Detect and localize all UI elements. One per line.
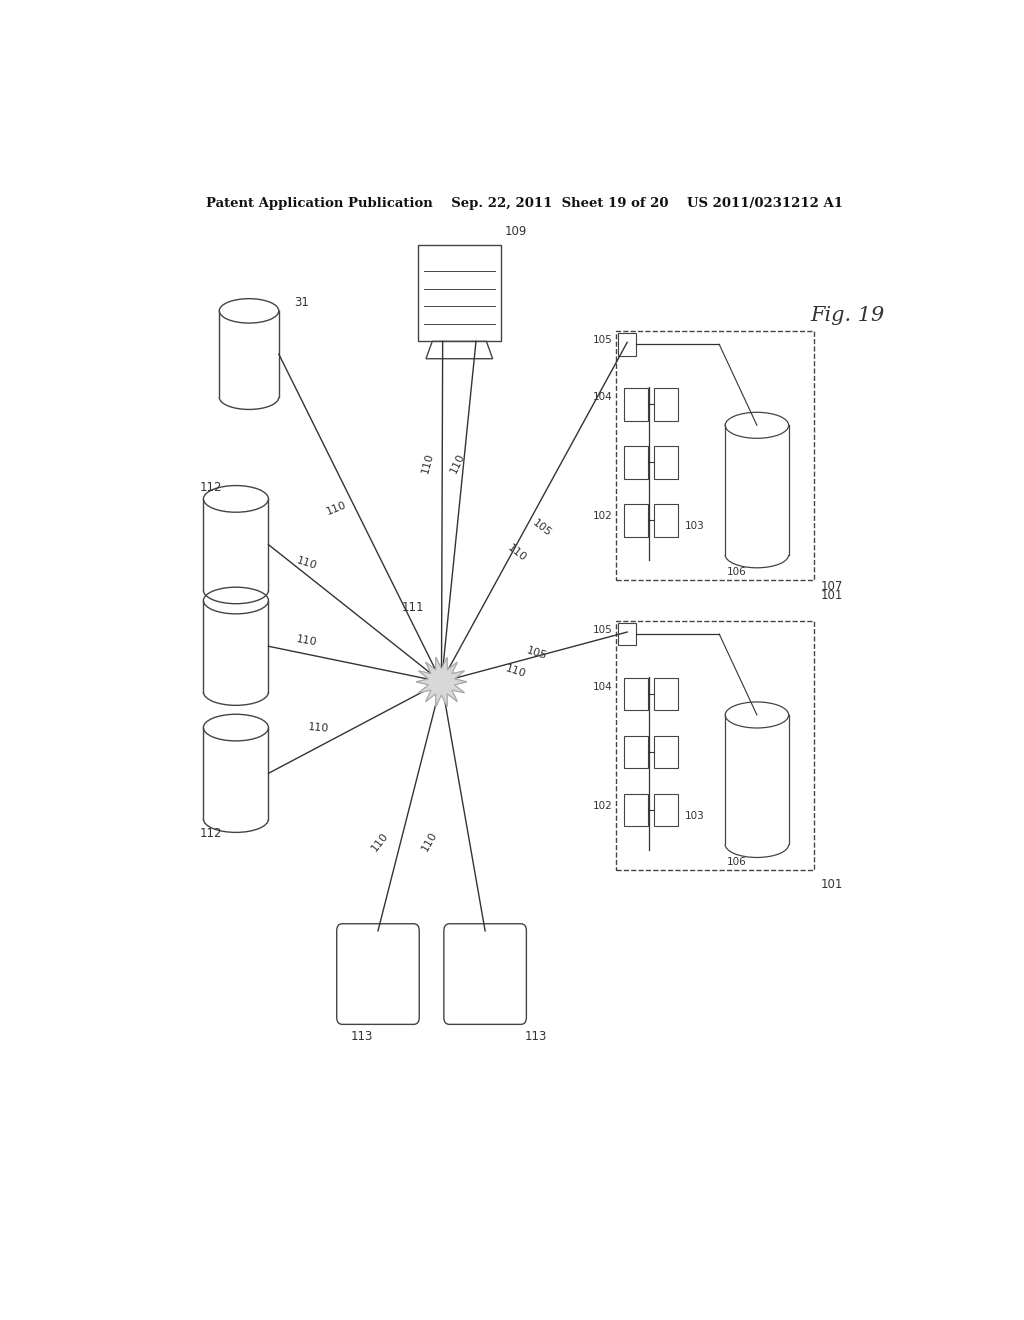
Text: 106: 106	[727, 568, 746, 577]
Text: 104: 104	[592, 392, 612, 403]
Text: 110: 110	[295, 635, 317, 648]
Text: 110: 110	[449, 451, 466, 475]
Text: 104: 104	[592, 682, 612, 692]
Text: 110: 110	[295, 554, 318, 572]
Text: 101: 101	[821, 878, 843, 891]
Text: 110: 110	[326, 499, 348, 516]
Text: 110: 110	[420, 830, 439, 853]
Text: 31: 31	[295, 296, 309, 309]
Text: 105: 105	[525, 645, 548, 661]
Text: 112: 112	[200, 480, 222, 494]
Text: 102: 102	[592, 511, 612, 521]
Text: 101: 101	[821, 589, 843, 602]
Text: Fig. 19: Fig. 19	[811, 306, 885, 325]
Text: 110: 110	[307, 722, 330, 734]
Text: 109: 109	[505, 224, 527, 238]
Text: 106: 106	[727, 857, 746, 867]
Polygon shape	[416, 657, 467, 706]
Text: 110: 110	[421, 451, 435, 475]
Text: 105: 105	[530, 517, 554, 539]
Text: Patent Application Publication    Sep. 22, 2011  Sheet 19 of 20    US 2011/02312: Patent Application Publication Sep. 22, …	[206, 197, 844, 210]
Text: 107: 107	[821, 581, 843, 594]
Text: 113: 113	[350, 1030, 373, 1043]
Text: 111: 111	[401, 601, 424, 614]
Polygon shape	[416, 657, 467, 706]
Text: 105: 105	[592, 335, 612, 346]
Text: 103: 103	[685, 521, 705, 532]
Text: 112: 112	[200, 828, 222, 841]
Text: 105: 105	[592, 626, 612, 635]
Text: 103: 103	[685, 810, 705, 821]
Text: 110: 110	[370, 830, 391, 853]
Text: 113: 113	[524, 1030, 547, 1043]
Text: 110: 110	[504, 664, 526, 680]
Text: 110: 110	[506, 543, 528, 564]
Text: 102: 102	[592, 801, 612, 810]
